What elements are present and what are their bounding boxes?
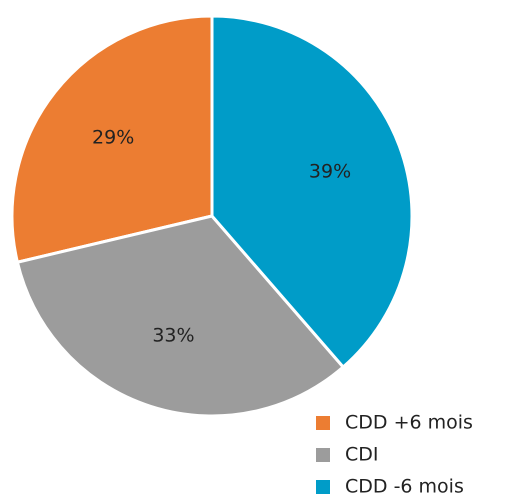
legend-swatch [316, 416, 330, 430]
pie-slice [10, 14, 214, 265]
pie-slice [210, 14, 414, 370]
pie-slice [15, 214, 346, 418]
slice-label: 33% [152, 324, 194, 346]
legend-label: CDI [345, 444, 379, 466]
legend-swatch [316, 448, 330, 462]
legend-label: CDD +6 mois [345, 412, 473, 434]
legend-label: CDD -6 mois [345, 476, 464, 497]
slice-label: 29% [92, 126, 134, 148]
legend-swatch [316, 480, 330, 494]
slice-label: 39% [309, 160, 351, 182]
